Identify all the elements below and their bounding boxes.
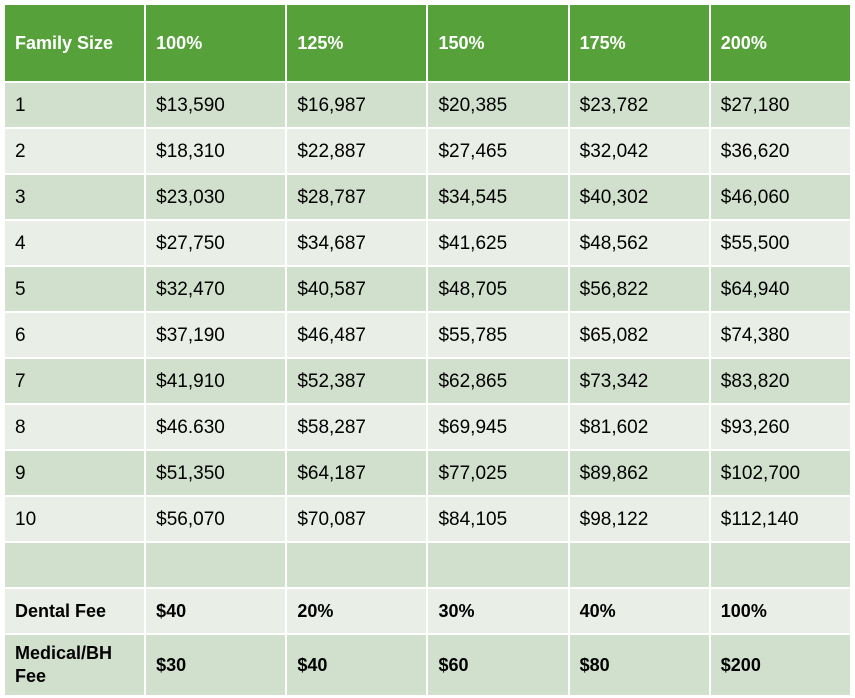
income-cell: $58,287 [285, 403, 429, 451]
header-row: Family Size 100% 125% 150% 175% 200% [2, 3, 853, 83]
spacer-row [2, 541, 853, 589]
income-cell: $13,590 [144, 81, 288, 129]
income-cell: $40,302 [567, 173, 711, 221]
dental-fee-cell: 40% [567, 587, 711, 635]
income-cell: $36,620 [708, 127, 853, 175]
income-cell: $74,380 [708, 311, 853, 359]
dental-fee-row: Dental Fee $40 20% 30% 40% 100% [2, 587, 853, 635]
income-cell: $34,545 [426, 173, 570, 221]
income-cell: $46.630 [144, 403, 288, 451]
empty-cell [567, 541, 711, 589]
income-cell: $64,940 [708, 265, 853, 313]
empty-cell [708, 541, 853, 589]
income-cell: $48,705 [426, 265, 570, 313]
income-cell: $55,500 [708, 219, 853, 267]
medical-fee-cell: $30 [144, 633, 288, 697]
table-row: 6 $37,190 $46,487 $55,785 $65,082 $74,38… [2, 311, 853, 359]
income-cell: $23,030 [144, 173, 288, 221]
income-cell: $22,887 [285, 127, 429, 175]
income-cell: $56,822 [567, 265, 711, 313]
empty-cell [2, 541, 147, 589]
header-100-percent: 100% [144, 3, 288, 83]
income-cell: $37,190 [144, 311, 288, 359]
medical-fee-cell: $200 [708, 633, 853, 697]
income-cell: $77,025 [426, 449, 570, 497]
income-cell: $64,187 [285, 449, 429, 497]
table-row: 7 $41,910 $52,387 $62,865 $73,342 $83,82… [2, 357, 853, 405]
income-cell: $65,082 [567, 311, 711, 359]
income-cell: $52,387 [285, 357, 429, 405]
income-cell: $93,260 [708, 403, 853, 451]
income-cell: $28,787 [285, 173, 429, 221]
income-cell: $83,820 [708, 357, 853, 405]
medical-fee-row: Medical/BH Fee $30 $40 $60 $80 $200 [2, 633, 853, 697]
income-cell: $23,782 [567, 81, 711, 129]
family-size-cell: 2 [2, 127, 147, 175]
medical-fee-label: Medical/BH Fee [2, 633, 147, 697]
income-cell: $51,350 [144, 449, 288, 497]
header-150-percent: 150% [426, 3, 570, 83]
family-size-cell: 7 [2, 357, 147, 405]
header-175-percent: 175% [567, 3, 711, 83]
family-size-cell: 9 [2, 449, 147, 497]
dental-fee-label: Dental Fee [2, 587, 147, 635]
family-size-cell: 6 [2, 311, 147, 359]
medical-fee-cell: $60 [426, 633, 570, 697]
fee-schedule-table: Family Size 100% 125% 150% 175% 200% 1 $… [2, 3, 853, 697]
income-cell: $18,310 [144, 127, 288, 175]
income-cell: $27,750 [144, 219, 288, 267]
dental-fee-cell: 100% [708, 587, 853, 635]
income-cell: $112,140 [708, 495, 853, 543]
dental-fee-cell: 20% [285, 587, 429, 635]
header-125-percent: 125% [285, 3, 429, 83]
income-cell: $32,470 [144, 265, 288, 313]
medical-fee-cell: $80 [567, 633, 711, 697]
income-cell: $40,587 [285, 265, 429, 313]
income-cell: $55,785 [426, 311, 570, 359]
empty-cell [144, 541, 288, 589]
income-cell: $41,625 [426, 219, 570, 267]
income-cell: $73,342 [567, 357, 711, 405]
header-family-size: Family Size [2, 3, 147, 83]
income-cell: $56,070 [144, 495, 288, 543]
income-cell: $20,385 [426, 81, 570, 129]
family-size-cell: 4 [2, 219, 147, 267]
income-cell: $98,122 [567, 495, 711, 543]
income-cell: $84,105 [426, 495, 570, 543]
dental-fee-cell: $40 [144, 587, 288, 635]
family-size-cell: 1 [2, 81, 147, 129]
income-cell: $89,862 [567, 449, 711, 497]
income-cell: $27,465 [426, 127, 570, 175]
table-row: 1 $13,590 $16,987 $20,385 $23,782 $27,18… [2, 81, 853, 129]
table-row: 2 $18,310 $22,887 $27,465 $32,042 $36,62… [2, 127, 853, 175]
family-size-cell: 5 [2, 265, 147, 313]
income-cell: $16,987 [285, 81, 429, 129]
family-size-cell: 10 [2, 495, 147, 543]
table-row: 10 $56,070 $70,087 $84,105 $98,122 $112,… [2, 495, 853, 543]
income-cell: $48,562 [567, 219, 711, 267]
empty-cell [285, 541, 429, 589]
income-cell: $81,602 [567, 403, 711, 451]
table-row: 5 $32,470 $40,587 $48,705 $56,822 $64,94… [2, 265, 853, 313]
dental-fee-cell: 30% [426, 587, 570, 635]
table-row: 4 $27,750 $34,687 $41,625 $48,562 $55,50… [2, 219, 853, 267]
income-cell: $102,700 [708, 449, 853, 497]
table-row: 3 $23,030 $28,787 $34,545 $40,302 $46,06… [2, 173, 853, 221]
income-cell: $46,487 [285, 311, 429, 359]
family-size-cell: 8 [2, 403, 147, 451]
income-cell: $34,687 [285, 219, 429, 267]
income-cell: $70,087 [285, 495, 429, 543]
header-200-percent: 200% [708, 3, 853, 83]
family-size-cell: 3 [2, 173, 147, 221]
income-cell: $62,865 [426, 357, 570, 405]
table-row: 9 $51,350 $64,187 $77,025 $89,862 $102,7… [2, 449, 853, 497]
income-cell: $32,042 [567, 127, 711, 175]
income-cell: $27,180 [708, 81, 853, 129]
table-row: 8 $46.630 $58,287 $69,945 $81,602 $93,26… [2, 403, 853, 451]
income-cell: $41,910 [144, 357, 288, 405]
income-cell: $46,060 [708, 173, 853, 221]
income-cell: $69,945 [426, 403, 570, 451]
medical-fee-cell: $40 [285, 633, 429, 697]
empty-cell [426, 541, 570, 589]
